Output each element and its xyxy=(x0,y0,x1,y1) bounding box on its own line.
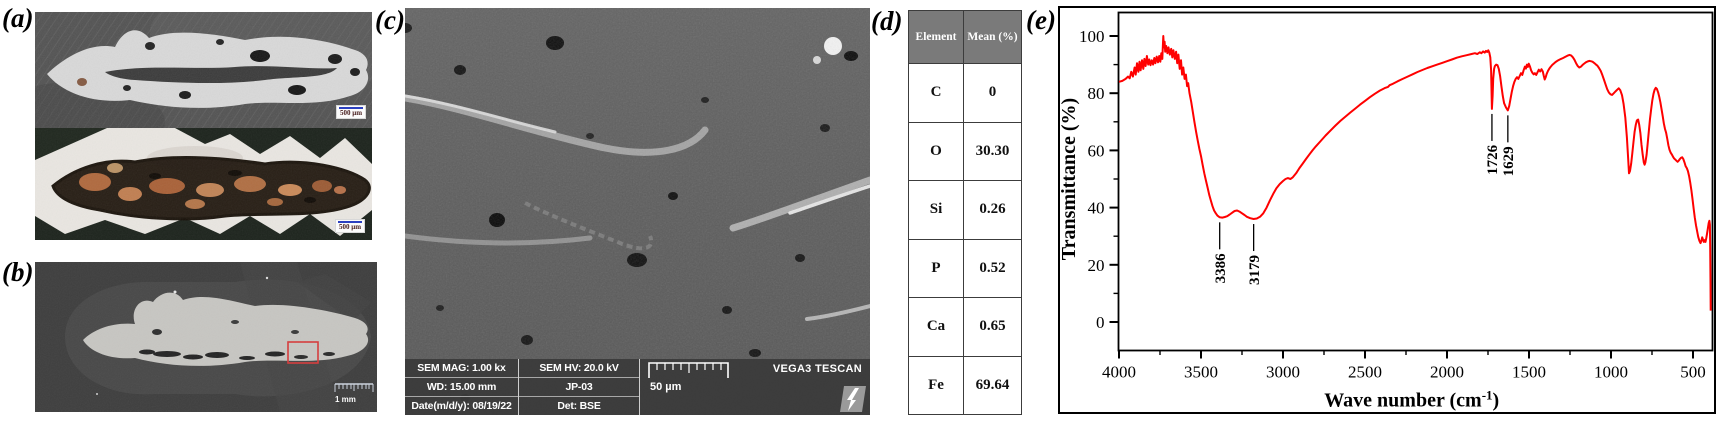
mean-cell: 0.65 xyxy=(979,318,1006,335)
panel-a-label: (a) xyxy=(2,3,34,33)
element-table-header: Element Mean (%) xyxy=(909,11,1021,64)
scale-bar-text: 500 µm xyxy=(338,223,362,231)
panel-a-top-micrograph xyxy=(35,12,372,128)
sem-bar-column-2: SEM HV: 20.0 kV JP-03 Det: BSE xyxy=(519,359,640,415)
mean-cell: 0 xyxy=(988,84,997,101)
spectrum-curve xyxy=(1118,35,1712,311)
y-tick-label: 60 xyxy=(1088,141,1105,160)
y-tick-label: 100 xyxy=(1079,27,1105,46)
sem-wd: WD: 15.00 mm xyxy=(405,378,518,397)
sem-bar-column-3: 50 µm VEGA3 TESCAN xyxy=(640,359,870,415)
mean-cell: 30.30 xyxy=(975,142,1010,159)
table-row: O 30.30 xyxy=(909,122,1021,181)
sem-detector: Det: BSE xyxy=(557,400,601,412)
x-tick-label: 1000 xyxy=(1594,363,1628,382)
mean-cell: 0.26 xyxy=(979,201,1006,218)
scale-bar-line xyxy=(338,221,362,223)
peak-annotation-label: 3179 xyxy=(1247,255,1263,285)
x-tick-label: 2500 xyxy=(1348,363,1382,382)
scale-bar-a-top: 500 µm xyxy=(336,105,366,119)
sem-hv: SEM HV: 20.0 kV xyxy=(519,359,639,378)
sem-scale-text: 50 µm xyxy=(650,381,682,393)
peak-annotation-label: 3386 xyxy=(1213,253,1229,284)
x-axis-title: Wave number (cm-1) xyxy=(1324,387,1499,412)
y-axis-title: Transmittance (%) xyxy=(1058,98,1080,260)
table-row: C 0 xyxy=(909,64,1021,123)
x-tick-label: 500 xyxy=(1680,363,1706,382)
photo-artwork xyxy=(35,128,372,240)
element-cell: C xyxy=(909,64,964,122)
panel-b-label: (b) xyxy=(2,257,34,287)
element-cell: O xyxy=(909,122,964,180)
ftir-chart-panel: 4000 3500 3000 2500 2000 1500 1000 500 0 20 40 60 80… xyxy=(1058,6,1716,414)
element-column-header: Element xyxy=(909,11,964,63)
x-tick-label: 1500 xyxy=(1512,363,1546,382)
y-tick-label: 20 xyxy=(1088,256,1105,275)
sem-info-bar: SEM MAG: 1.00 kx WD: 15.00 mm Date(m/d/y… xyxy=(405,359,870,415)
y-tick-label: 0 xyxy=(1096,313,1105,332)
panel-d-label: (d) xyxy=(871,6,903,36)
micrograph-artwork xyxy=(35,12,372,128)
table-row: Ca 0.65 xyxy=(909,298,1021,357)
element-cell: Si xyxy=(909,181,964,239)
element-table: Element Mean (%) C 0 O 30.30 Si 0.26 P 0… xyxy=(908,10,1022,415)
sem-date: Date(m/d/y): 08/19/22 xyxy=(411,400,512,412)
sem-overview-artwork: 1 mm xyxy=(35,262,377,412)
sem-mag: SEM MAG: 1.00 kx xyxy=(405,359,518,378)
scale-bar-text: 500 µm xyxy=(339,109,363,117)
x-tick-label: 4000 xyxy=(1102,363,1136,382)
plot-frame xyxy=(1117,11,1714,352)
table-row: Si 0.26 xyxy=(909,181,1021,240)
panel-e-label: (e) xyxy=(1026,5,1056,35)
y-tick-label: 80 xyxy=(1088,84,1105,103)
x-tick-label: 3500 xyxy=(1184,363,1218,382)
tescan-logo-icon xyxy=(840,386,866,412)
x-tick-label: 2000 xyxy=(1430,363,1464,382)
mean-cell: 0.52 xyxy=(979,259,1006,276)
sem-closeup-artwork xyxy=(405,8,870,415)
mean-cell: 69.64 xyxy=(975,376,1010,393)
peak-annotation-label: 1726 xyxy=(1485,144,1501,175)
panel-b-sem-overview: 1 mm xyxy=(35,262,377,412)
element-cell: Ca xyxy=(909,298,964,356)
ftir-spectrum-chart: 4000 3500 3000 2500 2000 1500 1000 500 0 20 40 60 80… xyxy=(1058,6,1716,414)
mean-column-header: Mean (%) xyxy=(967,31,1018,43)
sem-bar-column-1: SEM MAG: 1.00 kx WD: 15.00 mm Date(m/d/y… xyxy=(405,359,519,415)
element-cell: Fe xyxy=(909,356,964,414)
sem-sample-id: JP-03 xyxy=(519,378,639,397)
table-row: Fe 69.64 xyxy=(909,356,1021,414)
y-tick-label: 40 xyxy=(1088,199,1105,218)
peak-annotation-label: 1629 xyxy=(1501,146,1517,176)
panel-c-sem-closeup: SEM MAG: 1.00 kx WD: 15.00 mm Date(m/d/y… xyxy=(405,8,870,415)
sem-vendor-text: VEGA3 TESCAN xyxy=(772,363,862,375)
element-cell: P xyxy=(909,239,964,297)
scale-bar-line xyxy=(339,107,363,109)
sem-scale-ruler xyxy=(648,362,729,378)
scale-bar-a-bottom: 500 µm xyxy=(335,219,365,233)
panel-a-bottom-photo xyxy=(35,128,372,240)
x-tick-label: 3000 xyxy=(1266,363,1300,382)
table-row: P 0.52 xyxy=(909,239,1021,298)
panel-c-label: (c) xyxy=(375,5,405,35)
